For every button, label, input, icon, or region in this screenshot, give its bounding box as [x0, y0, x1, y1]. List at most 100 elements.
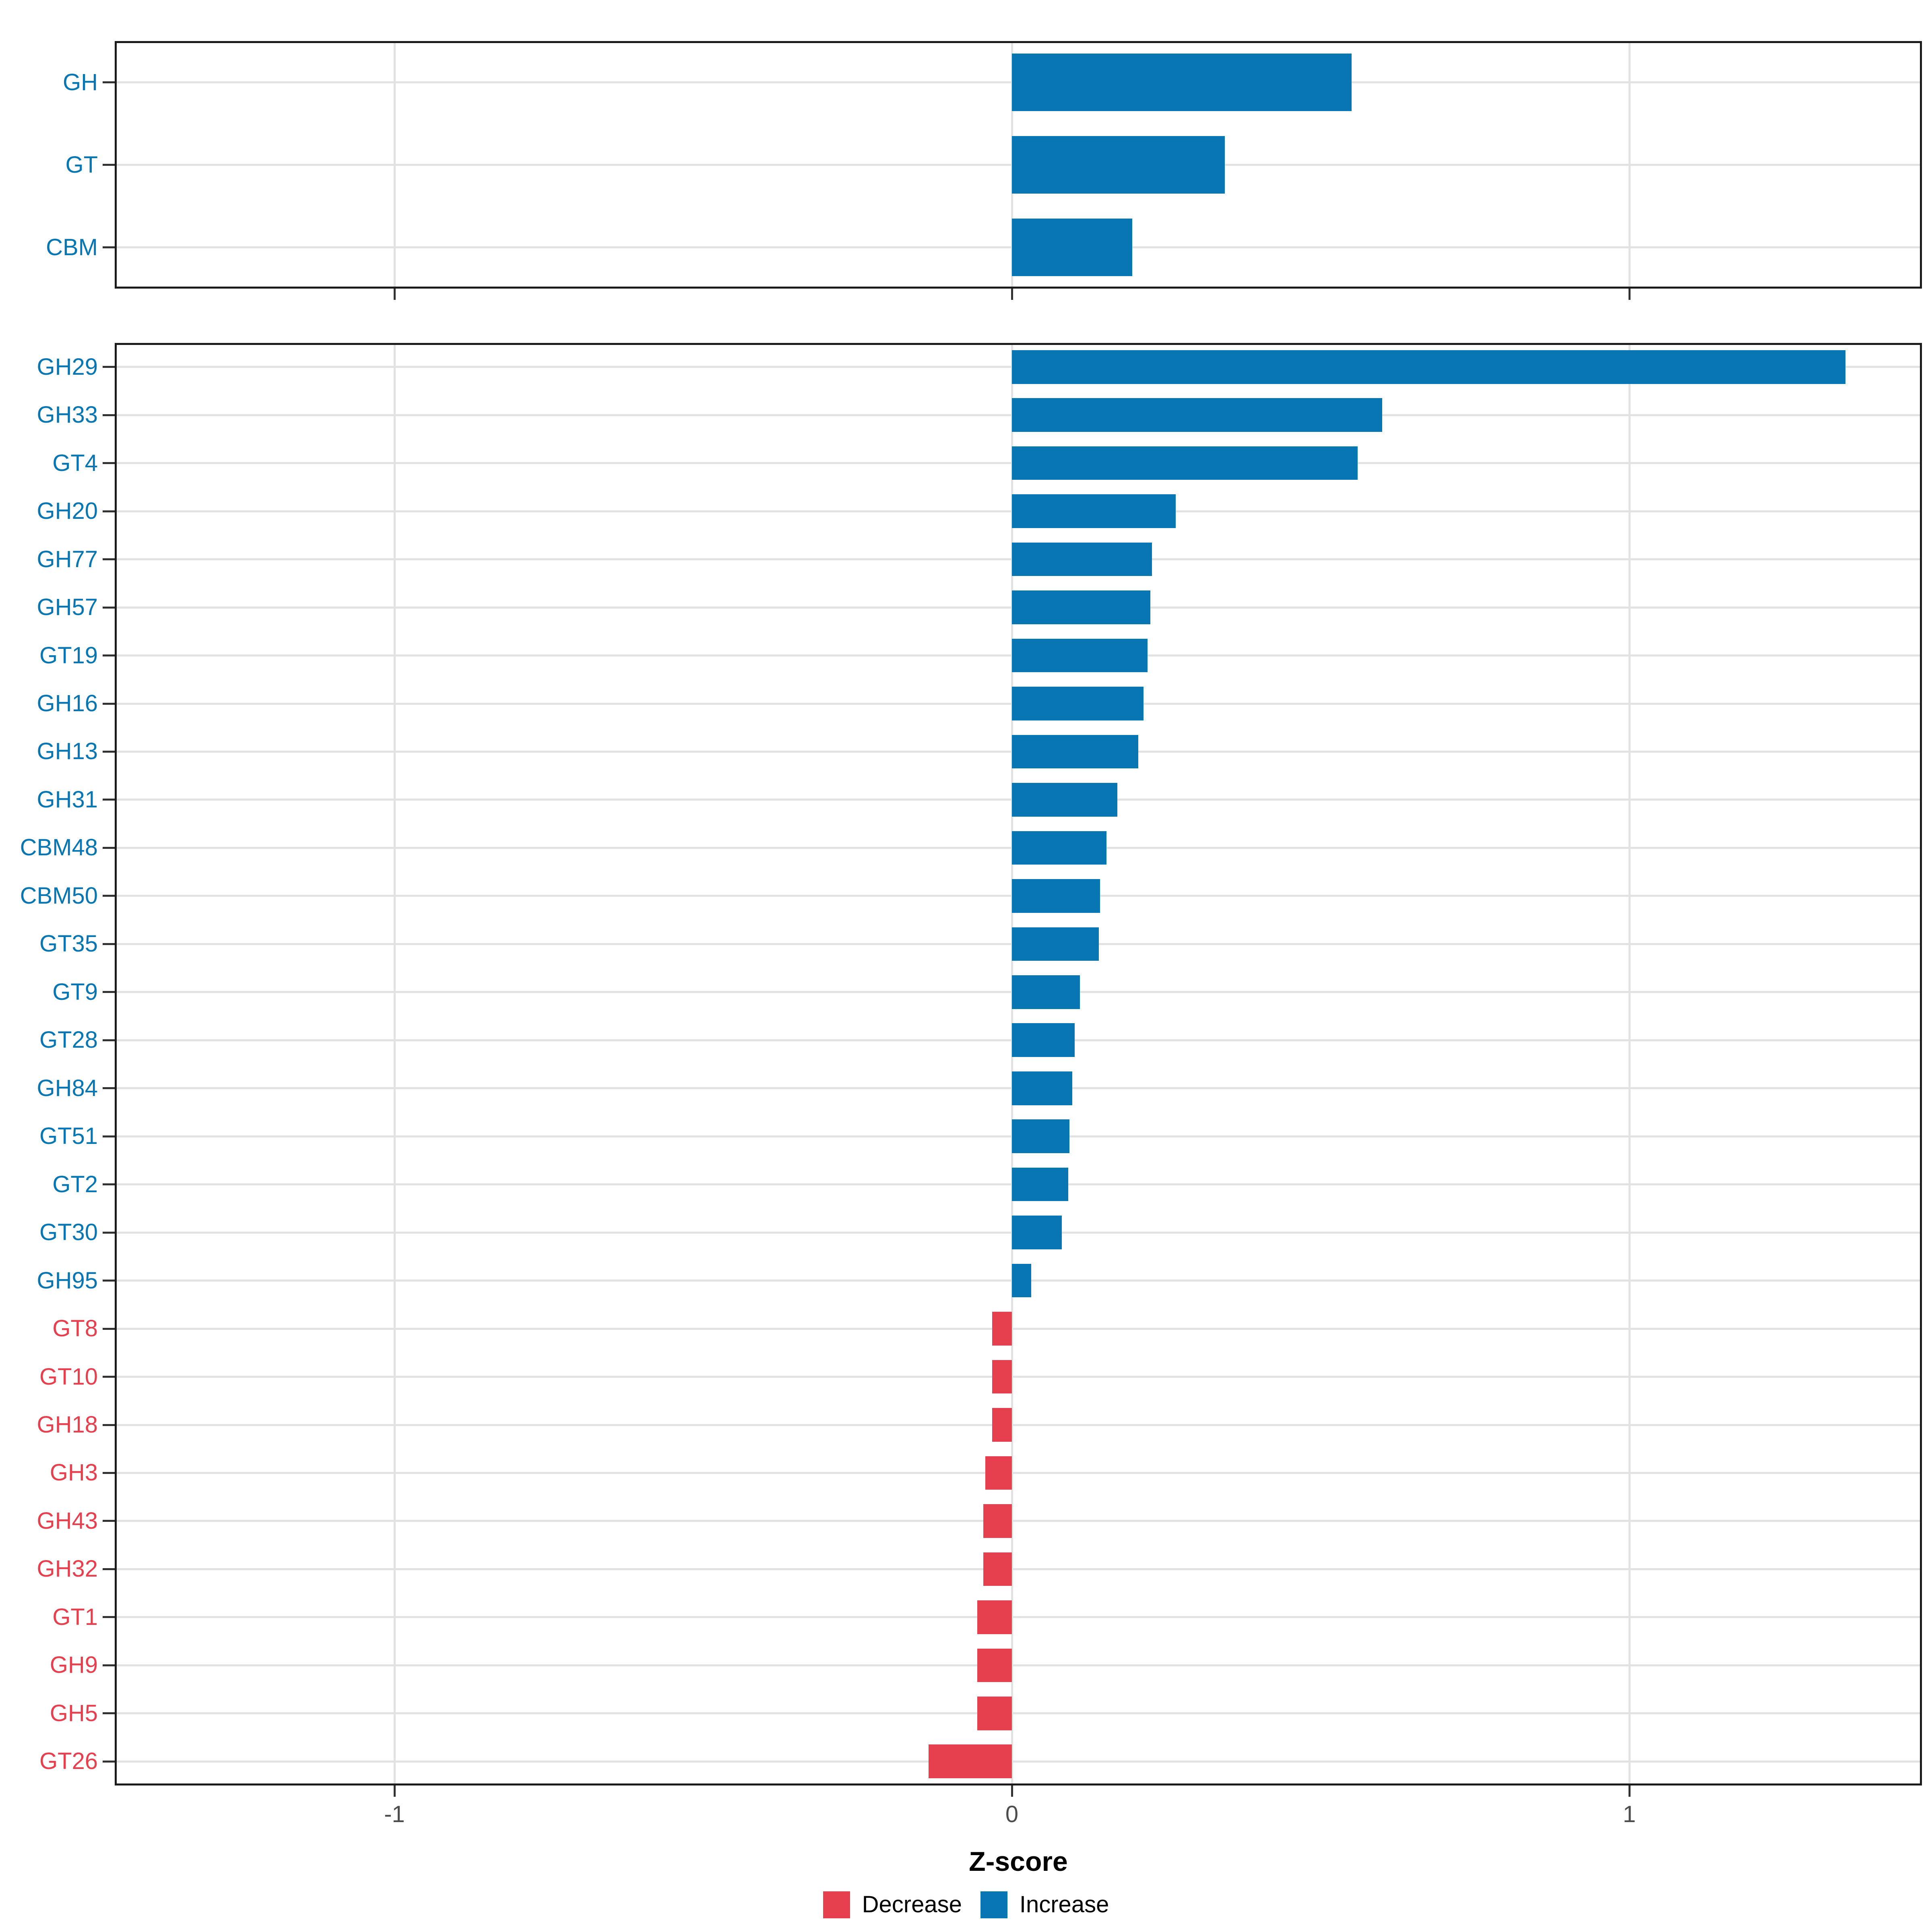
axis-tick-mark: [103, 846, 115, 849]
category-label-gh77: GH77: [37, 546, 98, 572]
x-axis-title: Z-score: [969, 1846, 1068, 1877]
axis-tick-mark: [103, 1520, 115, 1522]
axis-tick-mark: [103, 1135, 115, 1137]
bar-gh20: [1012, 494, 1176, 528]
category-label-gh57: GH57: [37, 594, 98, 621]
axis-tick-mark: [103, 1712, 115, 1715]
legend-item-increase: Increase: [980, 1889, 1109, 1921]
legend-label-decrease: Decrease: [862, 1891, 962, 1918]
category-label-gt10: GT10: [39, 1363, 98, 1390]
category-label-gt9: GT9: [52, 978, 98, 1005]
category-label-gh9: GH9: [50, 1652, 98, 1678]
axis-tick-mark: [103, 164, 115, 166]
gridline-horizontal: [115, 1424, 1922, 1426]
axis-tick-mark: [103, 1664, 115, 1666]
category-label-gh3: GH3: [50, 1459, 98, 1486]
axis-tick-mark: [103, 799, 115, 801]
bar-gh84: [1012, 1071, 1073, 1105]
gridline-horizontal: [115, 1327, 1922, 1330]
category-label-gh18: GH18: [37, 1412, 98, 1438]
category-label-gt8: GT8: [52, 1315, 98, 1342]
axis-tick-mark: [103, 1376, 115, 1378]
bar-cbm48: [1012, 831, 1106, 865]
gridline-horizontal: [115, 1376, 1922, 1378]
axis-tick-mark: [103, 1231, 115, 1234]
legend-label-increase: Increase: [1019, 1891, 1109, 1918]
gridline-horizontal: [115, 1664, 1922, 1666]
axis-tick-mark: [103, 1616, 115, 1618]
category-label-cbm48: CBM48: [20, 834, 98, 861]
x-tick-label: -1: [384, 1801, 405, 1827]
bar-gt28: [1012, 1023, 1075, 1057]
category-label-cbm: CBM: [46, 234, 98, 260]
category-label-gt30: GT30: [39, 1219, 98, 1246]
axis-tick-mark: [103, 606, 115, 609]
axis-tick-mark: [103, 414, 115, 416]
bar-gh31: [1012, 783, 1118, 817]
bar-gh18: [992, 1408, 1012, 1442]
axis-tick-mark: [103, 654, 115, 657]
bar-gt9: [1012, 975, 1080, 1009]
bar-gt: [1012, 136, 1225, 194]
axis-tick-mark: [1628, 289, 1631, 300]
axis-tick-mark: [103, 1183, 115, 1186]
gridline-vertical: [1011, 343, 1013, 1785]
bar-gh29: [1012, 350, 1845, 384]
axis-tick-mark: [103, 1760, 115, 1763]
axis-tick-mark: [103, 1424, 115, 1426]
category-label-gt1: GT1: [52, 1604, 98, 1630]
category-label-gt: GT: [65, 151, 98, 178]
axis-tick-mark: [103, 750, 115, 753]
category-label-gh84: GH84: [37, 1075, 98, 1101]
x-tick-label: 1: [1622, 1801, 1636, 1827]
axis-tick-mark: [103, 366, 115, 368]
bar-gh32: [983, 1552, 1012, 1586]
gridline-horizontal: [115, 1760, 1922, 1763]
axis-tick-mark: [103, 1280, 115, 1282]
bar-gh3: [985, 1456, 1012, 1490]
category-label-gh5: GH5: [50, 1700, 98, 1726]
gridline-horizontal: [115, 1520, 1922, 1522]
category-label-gt2: GT2: [52, 1171, 98, 1197]
bar-gt4: [1012, 446, 1358, 480]
gridline-vertical: [1628, 41, 1631, 289]
category-label-gh43: GH43: [37, 1507, 98, 1534]
category-label-gt19: GT19: [39, 642, 98, 669]
bar-gt30: [1012, 1216, 1062, 1249]
category-label-gh13: GH13: [37, 738, 98, 765]
bar-gh16: [1012, 687, 1144, 720]
category-label-gt51: GT51: [39, 1123, 98, 1150]
axis-tick-mark: [103, 702, 115, 705]
category-label-gh95: GH95: [37, 1267, 98, 1294]
gridline-horizontal: [115, 1568, 1922, 1570]
category-label-gh31: GH31: [37, 786, 98, 813]
category-label-gt35: GT35: [39, 931, 98, 957]
axis-tick-mark: [103, 81, 115, 83]
bar-cbm: [1012, 218, 1133, 277]
axis-tick-mark: [393, 289, 396, 300]
category-label-gh33: GH33: [37, 402, 98, 428]
axis-tick-mark: [393, 1785, 396, 1797]
category-label-gt26: GT26: [39, 1748, 98, 1775]
bar-gh77: [1012, 542, 1152, 576]
axis-tick-mark: [103, 1568, 115, 1570]
bar-gh57: [1012, 590, 1150, 624]
category-label-gt4: GT4: [52, 450, 98, 476]
axis-tick-mark: [1011, 1785, 1013, 1797]
category-label-gh32: GH32: [37, 1556, 98, 1582]
axis-tick-mark: [1011, 289, 1013, 300]
gridline-vertical: [1628, 343, 1631, 1785]
category-label-gt28: GT28: [39, 1027, 98, 1053]
bar-gh43: [983, 1504, 1012, 1538]
gridline-horizontal: [115, 1712, 1922, 1715]
legend-swatch-decrease-icon: [823, 1891, 850, 1918]
bar-gt19: [1012, 638, 1148, 673]
category-label-gh29: GH29: [37, 353, 98, 380]
axis-tick-mark: [1628, 1785, 1631, 1797]
category-label-cbm50: CBM50: [20, 882, 98, 909]
bar-gt35: [1012, 927, 1099, 961]
axis-tick-mark: [103, 510, 115, 512]
gridline-horizontal: [115, 1616, 1922, 1618]
legend-swatch-increase-icon: [980, 1891, 1007, 1918]
